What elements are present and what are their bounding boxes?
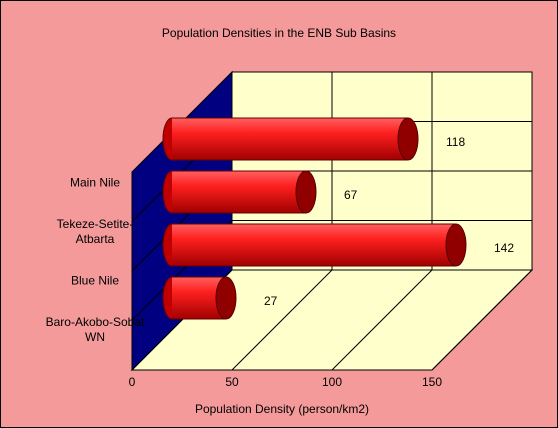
grid-line [431,269,533,371]
value-label: 142 [494,241,514,255]
x-tick-label: 150 [422,375,442,389]
y-tick-label: Blue Nile [70,273,120,288]
bar [162,276,237,320]
y-tick-label: Main Nile [69,175,120,190]
x-tick-label: 50 [225,375,239,389]
bar-cap [397,117,419,161]
bar [162,223,467,267]
bar-body [172,224,456,266]
x-axis-label: Population Density (person/km2) [195,402,369,416]
bar-body [172,171,306,213]
value-label: 67 [344,188,358,202]
x-tick-label: 0 [129,375,136,389]
bar [162,117,419,161]
bar [162,170,317,214]
grid-line [331,269,433,371]
y-tick-label: Tekeze-Setite-Atbarta [56,217,134,246]
grid-line [231,269,333,371]
bar-cap [215,276,237,320]
bar-body [172,118,408,160]
value-label: 118 [446,135,465,149]
x-tick-label: 100 [322,375,342,389]
y-tick-label: Baro-Akobo-Sobat WN [45,315,145,344]
bar-cap [295,170,317,214]
value-label: 27 [264,294,278,308]
chart-title: Population Densities in the ENB Sub Basi… [162,26,396,40]
bar-cap [445,223,467,267]
